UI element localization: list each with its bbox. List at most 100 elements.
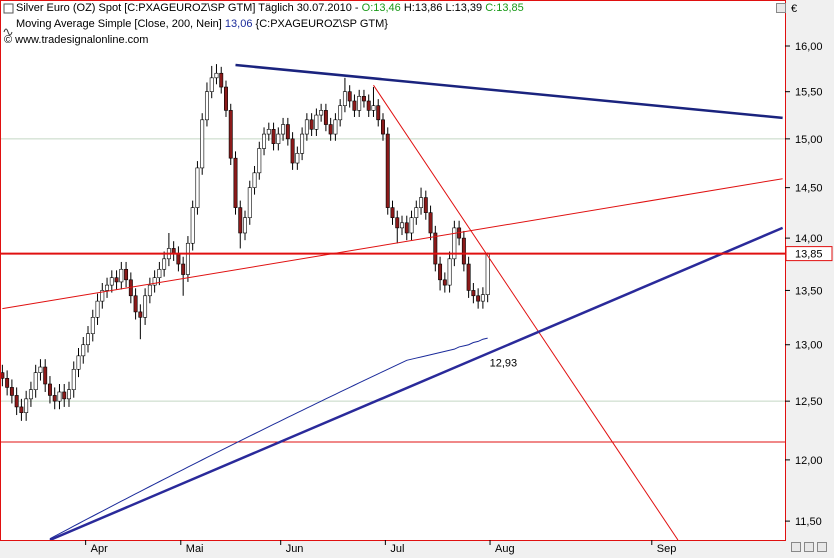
- candle: [200, 113, 205, 175]
- x-tick-label: Jul: [390, 543, 404, 555]
- candle-body: [219, 72, 224, 88]
- candle-body: [162, 258, 167, 270]
- candle-body: [485, 253, 490, 296]
- candle: [233, 151, 238, 215]
- candle-body: [266, 129, 271, 135]
- x-tick-label: Aug: [495, 543, 515, 555]
- candle-body: [304, 119, 309, 135]
- candle: [414, 200, 419, 225]
- date: 30.07.2010: [297, 2, 352, 14]
- candle-body: [366, 100, 371, 111]
- candle-body: [238, 207, 243, 234]
- candle: [95, 293, 100, 325]
- y-tick-label: 13,50: [795, 285, 823, 297]
- button[interactable]: [776, 3, 786, 13]
- candle: [71, 361, 76, 398]
- candle-body: [67, 389, 71, 400]
- candle: [157, 261, 162, 286]
- candle-body: [347, 91, 352, 102]
- candle: [57, 383, 62, 410]
- candle-body: [390, 207, 395, 219]
- candle-body: [62, 391, 67, 400]
- indicator-name: Moving Average Simple [Close, 200, Nein]: [16, 18, 222, 30]
- candle: [247, 180, 252, 225]
- candle-body: [480, 294, 485, 302]
- candle: [295, 146, 300, 170]
- trendline: [373, 84, 679, 540]
- candle-body: [105, 284, 110, 291]
- candle: [209, 65, 214, 99]
- icon: [3, 28, 13, 36]
- candle-body: [385, 133, 390, 208]
- candle-body: [438, 263, 443, 281]
- candle: [328, 117, 333, 141]
- candle: [190, 200, 195, 251]
- candle-body: [190, 207, 195, 244]
- candle: [204, 82, 209, 127]
- candle: [366, 94, 371, 117]
- candle: [14, 387, 19, 416]
- candle-body: [414, 207, 419, 219]
- candle-body: [376, 105, 381, 121]
- candle-body: [109, 277, 114, 286]
- candle: [109, 270, 114, 293]
- candle-body: [466, 263, 471, 291]
- separator: -: [355, 2, 359, 14]
- candle: [181, 256, 186, 296]
- candle-body: [119, 268, 124, 283]
- candle: [195, 161, 200, 215]
- candle: [5, 370, 10, 396]
- candle-body: [19, 406, 24, 414]
- candle-body: [147, 284, 152, 297]
- button[interactable]: [791, 542, 801, 552]
- candle-body: [257, 148, 262, 174]
- trendline: [2, 178, 783, 310]
- button[interactable]: [817, 542, 827, 552]
- indicator-value: 13,06: [225, 18, 253, 30]
- candle-body: [214, 72, 219, 79]
- plot-area: [0, 0, 786, 541]
- y-tick-label: 14,50: [795, 183, 823, 195]
- period: Täglich: [258, 2, 293, 14]
- candle: [52, 387, 57, 410]
- y-tick-label: 12,50: [795, 396, 823, 408]
- y-tick-label: 12,00: [795, 455, 823, 467]
- candle-body: [271, 129, 276, 144]
- candle-body: [200, 119, 205, 169]
- candle: [466, 256, 471, 298]
- candle-body: [314, 114, 319, 130]
- ohlc-label: O:13,46: [362, 2, 401, 14]
- candle: [371, 87, 376, 117]
- button[interactable]: [804, 542, 814, 552]
- candle: [404, 215, 409, 241]
- y-tick-label: 15,50: [795, 87, 823, 99]
- candle-body: [52, 395, 57, 402]
- candle-body: [423, 197, 428, 213]
- candle: [162, 251, 167, 277]
- y-tick-label: 15,00: [795, 134, 823, 146]
- candle-body: [338, 105, 343, 121]
- candle: [285, 117, 290, 146]
- candle-body: [342, 91, 347, 106]
- candle: [381, 113, 385, 141]
- candle: [24, 390, 29, 421]
- candle: [438, 256, 443, 291]
- candle: [43, 359, 48, 392]
- candle: [67, 381, 71, 407]
- candle-body: [195, 167, 200, 208]
- candle: [423, 190, 428, 220]
- candle-body: [442, 279, 447, 286]
- title: Silver Euro (OZ) Spot [C:PXAGEUROZ\SP GT…: [16, 2, 255, 14]
- candle-body: [57, 391, 62, 402]
- candle: [314, 108, 319, 136]
- candle-body: [28, 389, 33, 400]
- currency: €: [791, 3, 797, 15]
- candle: [86, 326, 90, 353]
- candle: [147, 277, 152, 304]
- candle: [33, 364, 38, 398]
- header-line-2: Moving Average Simple [Close, 200, Nein]…: [16, 18, 388, 30]
- candle-body: [76, 355, 81, 370]
- candle-body: [419, 197, 424, 208]
- candle-body: [224, 86, 228, 111]
- candle: [28, 381, 33, 407]
